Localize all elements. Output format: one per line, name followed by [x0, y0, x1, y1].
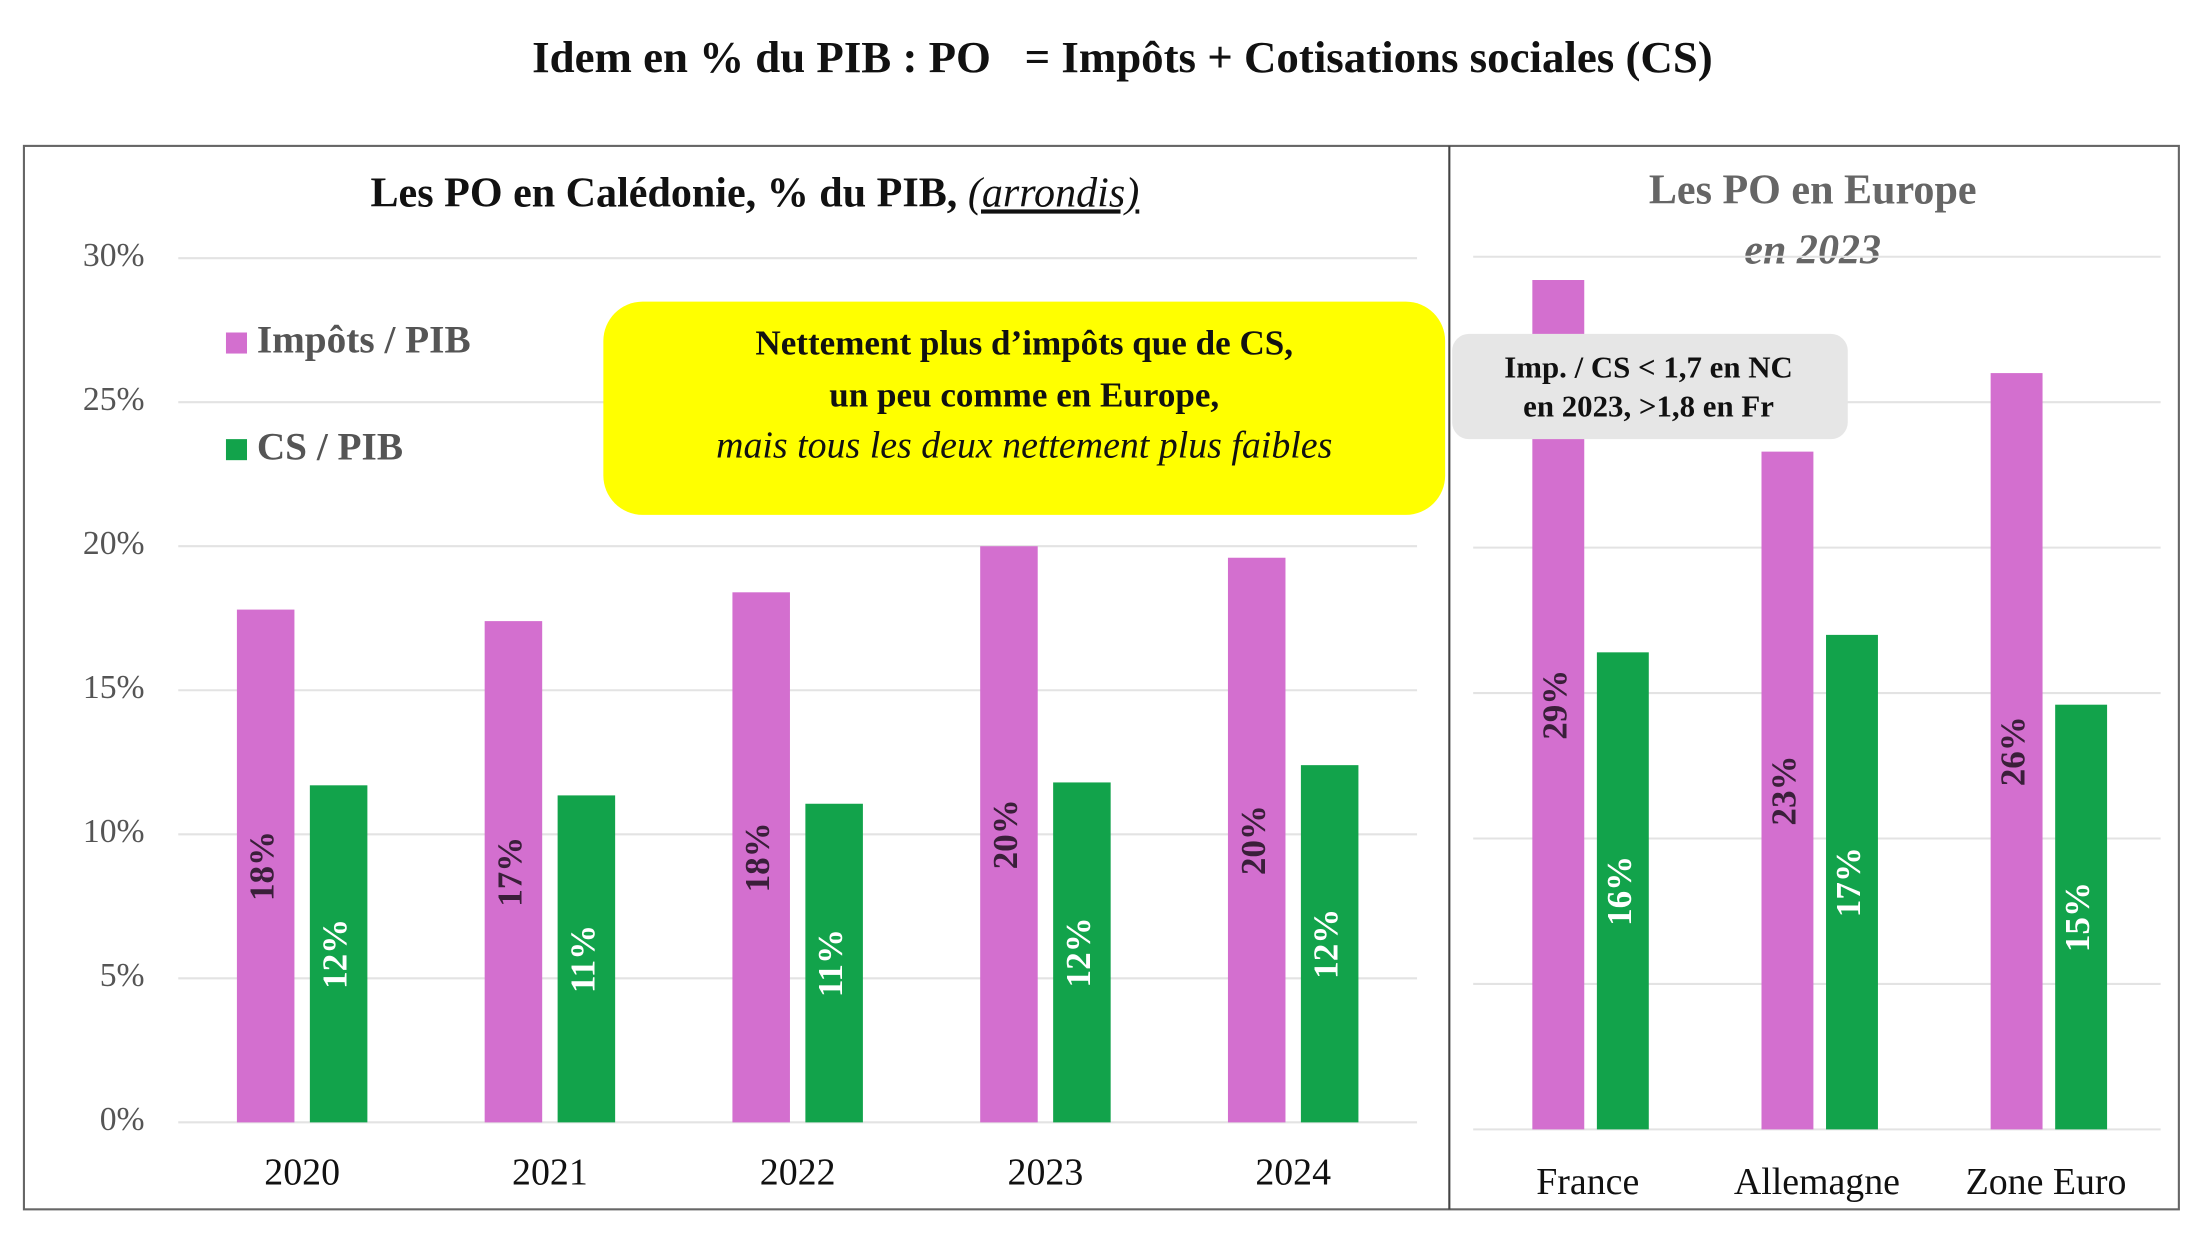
bar — [1596, 652, 1649, 1130]
legend-label: Impôts / PIB — [257, 319, 471, 362]
value-label: 12% — [1307, 909, 1346, 979]
notes: Imp. / CS < 1,7 en NC en 2023, >1,8 en Fr — [1452, 333, 1848, 440]
chart-subtitle: en 2023 — [1744, 228, 1881, 274]
x-tick-label: 2022 — [760, 1151, 836, 1193]
bar — [980, 546, 1038, 1123]
y-tick-label: 15% — [83, 669, 145, 706]
bar — [1300, 765, 1359, 1123]
y-tick-label: 20% — [83, 525, 145, 562]
annotation: Imp. / CS < 1,7 en NC — [1504, 350, 1793, 384]
value-label: 20% — [1234, 805, 1273, 875]
bar — [1761, 451, 1814, 1130]
x-tick-label: 2020 — [264, 1151, 340, 1193]
annotation: en 2023, >1,8 en Fr — [1523, 390, 1774, 424]
y-tick-label: 10% — [83, 813, 145, 850]
bar — [484, 621, 543, 1123]
x-tick-label: 2024 — [1255, 1151, 1331, 1193]
annotation-box — [1452, 333, 1848, 440]
bar — [1227, 557, 1286, 1123]
bar — [236, 609, 295, 1123]
chart-title: Les PO en Europe — [1649, 167, 1977, 213]
x-tick-label: Zone Euro — [1966, 1161, 2127, 1203]
page-title: Idem en % du PIB : PO = Impôts + Cotisat… — [532, 32, 1713, 82]
legend-label: CS / PIB — [257, 425, 403, 468]
bar — [2055, 704, 2108, 1130]
annotation: Nettement plus d’impôts que de CS, — [755, 324, 1293, 363]
value-label: 29% — [1535, 670, 1574, 740]
y-tick-label: 30% — [83, 237, 145, 274]
frame — [22, 144, 2180, 1211]
chart-title: Les PO en Calédonie, % du PIB, (arrondis… — [370, 170, 1139, 216]
bar — [1053, 782, 1111, 1123]
value-label: 17% — [490, 837, 529, 907]
bar — [805, 803, 863, 1123]
value-label: 26% — [1994, 716, 2033, 786]
value-label: 11% — [563, 925, 602, 993]
bar — [1826, 634, 1878, 1130]
x-tick-label: 2023 — [1008, 1151, 1084, 1193]
value-label: 16% — [1600, 856, 1639, 926]
x-tick-label: 2021 — [512, 1151, 588, 1193]
value-label: 20% — [986, 799, 1025, 869]
x-tick-label: France — [1536, 1161, 1639, 1203]
y-tick-label: 0% — [100, 1101, 145, 1138]
y-tick-label: 25% — [83, 381, 145, 418]
bar — [309, 785, 368, 1123]
bar — [1990, 373, 2043, 1130]
value-label: 15% — [2058, 882, 2097, 952]
chart-title-main: Les PO en Calédonie, % du PIB, — [370, 170, 967, 216]
bar — [732, 592, 790, 1123]
x-tick-label: Allemagne — [1734, 1161, 1900, 1203]
legend-swatch — [225, 439, 248, 461]
annotation: un peu comme en Europe, — [829, 375, 1219, 414]
value-label: 12% — [316, 919, 355, 989]
bar — [557, 795, 616, 1123]
value-label: 18% — [738, 822, 777, 892]
value-label: 17% — [1829, 847, 1868, 917]
annotation-box — [603, 301, 1446, 515]
value-label: 18% — [243, 831, 282, 901]
annotation: mais tous les deux nettement plus faible… — [716, 425, 1332, 467]
legend-swatch — [225, 332, 248, 354]
value-label: 23% — [1764, 755, 1803, 825]
chart-title-note: (arrondis) — [968, 170, 1139, 216]
value-label: 11% — [811, 929, 850, 997]
value-label: 12% — [1059, 917, 1098, 987]
y-tick-label: 5% — [100, 957, 145, 994]
